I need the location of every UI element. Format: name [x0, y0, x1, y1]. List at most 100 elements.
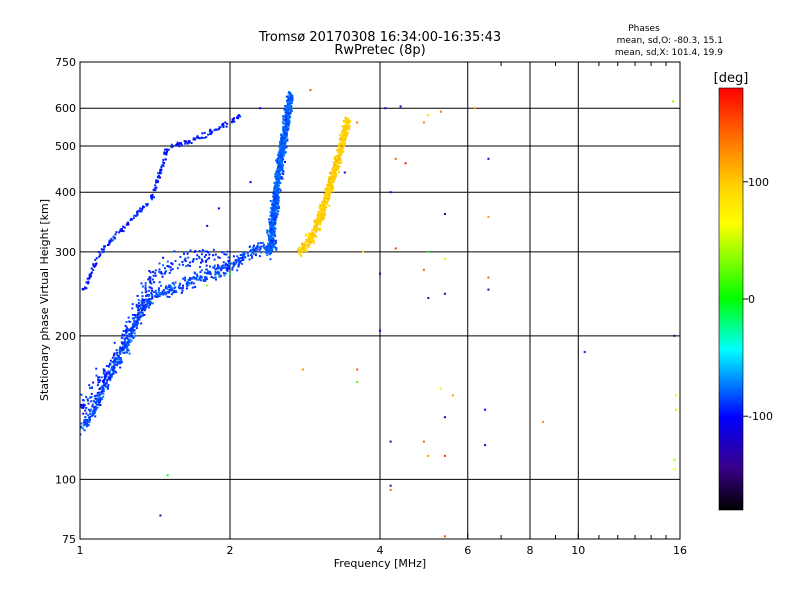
data-point — [324, 200, 327, 203]
data-point — [96, 399, 98, 402]
data-point — [148, 289, 151, 292]
data-point — [126, 337, 128, 339]
data-point — [90, 408, 92, 411]
data-point — [269, 253, 271, 256]
data-point — [310, 240, 313, 243]
data-point — [163, 152, 166, 155]
data-point — [267, 245, 270, 248]
data-point — [132, 328, 135, 331]
data-point — [94, 405, 97, 408]
data-point — [176, 141, 179, 144]
data-point — [289, 94, 292, 97]
data-point — [87, 280, 90, 283]
data-point — [272, 192, 275, 195]
data-point — [269, 232, 272, 235]
data-point — [137, 302, 140, 305]
data-point — [121, 334, 124, 337]
data-point — [232, 261, 235, 264]
data-point — [101, 387, 104, 390]
data-point — [128, 341, 131, 344]
data-point — [150, 301, 152, 304]
data-point — [303, 244, 306, 247]
x-tick-label: 2 — [227, 544, 234, 557]
data-point — [258, 255, 261, 258]
data-point — [198, 255, 201, 258]
data-point — [283, 137, 286, 140]
data-point — [133, 317, 136, 320]
data-point — [273, 221, 276, 224]
data-point — [345, 133, 348, 136]
data-point — [237, 263, 240, 266]
data-point — [331, 186, 334, 189]
data-point — [168, 271, 171, 274]
data-point — [123, 226, 126, 229]
data-point — [272, 232, 275, 235]
data-point — [325, 187, 328, 190]
data-point — [166, 295, 169, 298]
data-point — [278, 205, 280, 208]
data-point — [280, 159, 283, 162]
data-point — [273, 246, 276, 249]
data-point — [94, 258, 97, 261]
data-point — [328, 188, 331, 191]
data-point — [288, 92, 291, 95]
data-point — [155, 181, 157, 184]
data-point — [282, 136, 285, 139]
data-point — [89, 396, 92, 399]
data-point — [139, 315, 142, 318]
data-point — [82, 406, 85, 409]
data-point — [224, 272, 227, 275]
data-point — [328, 191, 331, 194]
data-point — [487, 157, 490, 160]
data-point — [90, 271, 93, 274]
data-point — [310, 238, 313, 241]
data-point — [347, 119, 350, 122]
data-point — [266, 230, 269, 233]
data-point — [116, 358, 119, 361]
data-point — [320, 215, 323, 218]
data-point — [194, 277, 196, 280]
data-point — [319, 227, 322, 230]
data-point — [287, 116, 290, 119]
data-point — [223, 266, 226, 269]
data-point — [125, 332, 128, 335]
data-point — [200, 253, 203, 256]
data-point — [321, 216, 324, 218]
data-point — [326, 194, 329, 197]
data-point — [216, 272, 219, 274]
data-point — [103, 369, 106, 372]
data-point — [154, 189, 157, 192]
data-point — [339, 152, 342, 155]
data-point — [100, 397, 103, 400]
data-point — [347, 121, 349, 124]
data-point — [231, 267, 234, 269]
data-point — [167, 148, 170, 151]
data-point — [139, 207, 142, 210]
data-point — [329, 188, 332, 191]
data-point — [209, 128, 212, 131]
data-point — [171, 291, 174, 294]
data-point — [267, 230, 270, 233]
data-point — [280, 163, 283, 165]
data-point — [118, 231, 121, 234]
data-point — [237, 257, 240, 260]
data-point — [203, 255, 206, 258]
data-point — [343, 121, 346, 124]
data-point — [125, 346, 128, 349]
data-point — [281, 165, 284, 168]
data-point — [131, 307, 134, 310]
data-point — [340, 137, 342, 140]
data-point — [189, 279, 191, 281]
data-point — [269, 244, 272, 247]
data-point — [170, 143, 173, 146]
data-point — [274, 218, 277, 221]
data-point — [99, 401, 101, 404]
data-point — [160, 168, 163, 171]
data-point — [232, 118, 235, 121]
data-point — [281, 154, 284, 157]
data-point — [149, 302, 152, 305]
data-point — [329, 191, 332, 194]
data-point — [122, 330, 125, 332]
data-point — [145, 295, 147, 297]
data-point — [344, 127, 346, 129]
